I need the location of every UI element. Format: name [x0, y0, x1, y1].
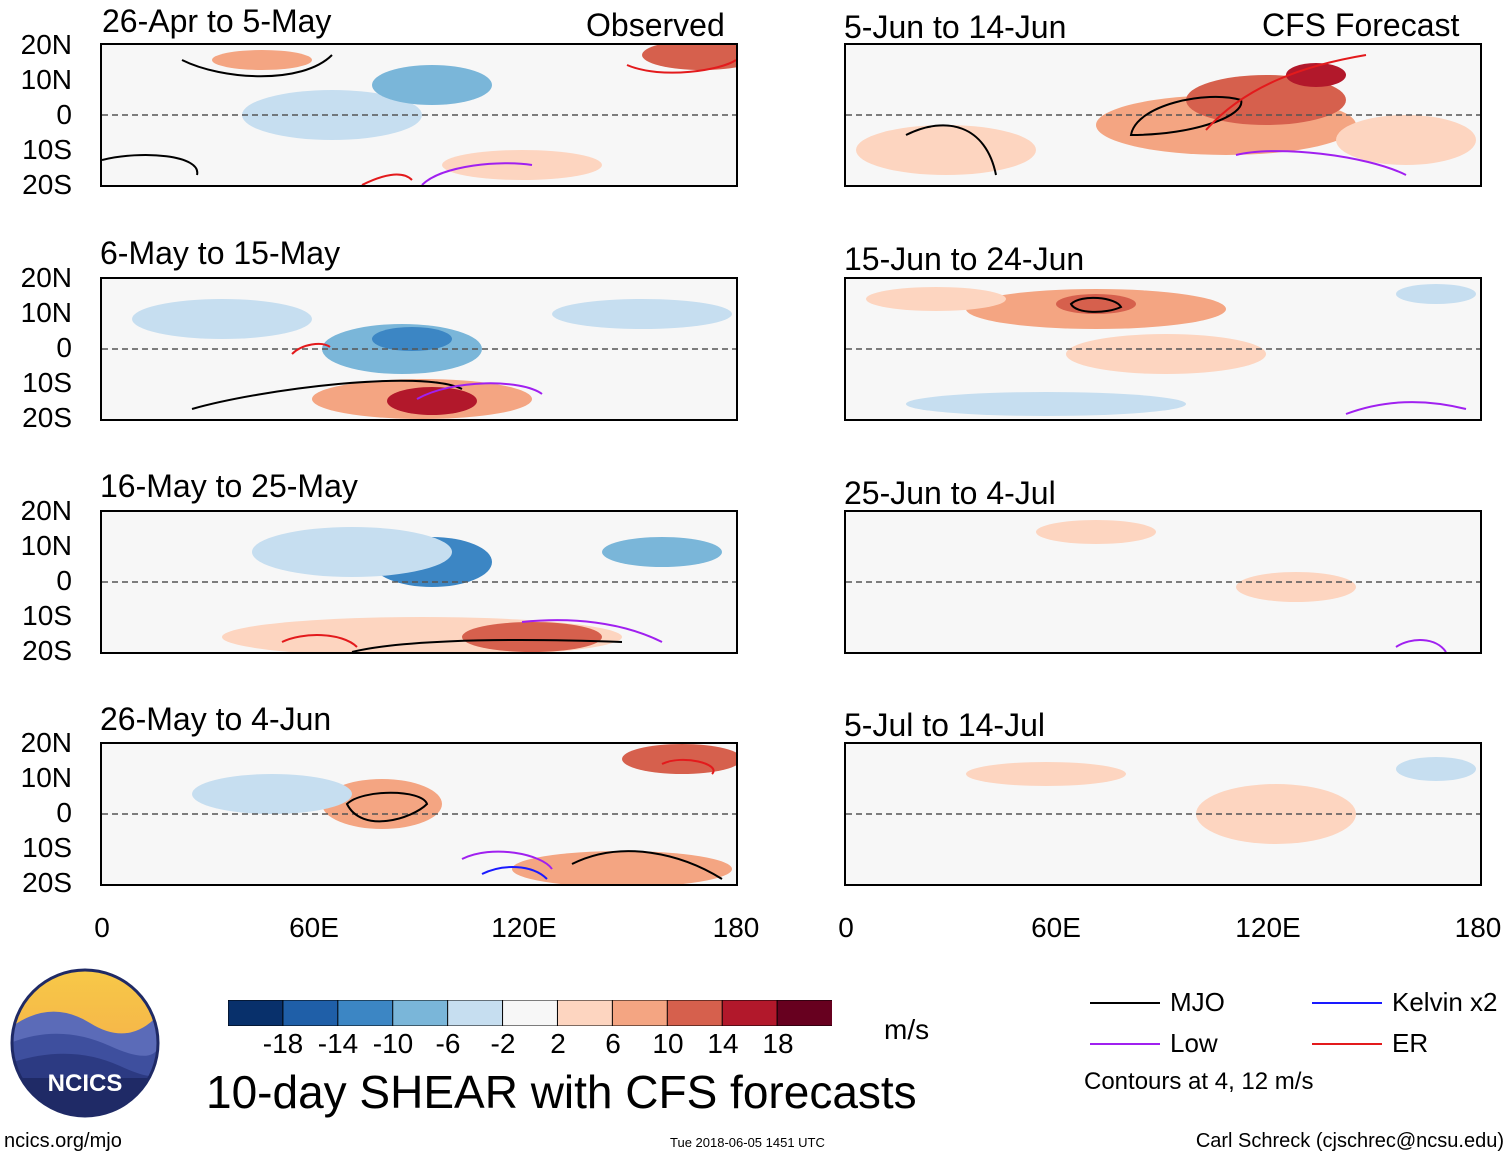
colorbar-segment — [282, 1000, 339, 1026]
colorbar-segment — [228, 1000, 284, 1026]
legend-swatch-mjo — [1090, 1002, 1160, 1004]
shear-field — [102, 744, 736, 884]
y-tick-label: 10S — [22, 134, 72, 165]
y-tick-label: 10S — [22, 600, 72, 631]
map-panel — [100, 742, 738, 886]
colorbar-tick-label: -18 — [262, 1028, 304, 1059]
shear-field — [102, 279, 736, 419]
legend-swatch-kelvin — [1312, 1002, 1382, 1004]
y-tick-label: 20S — [22, 867, 72, 898]
x-tick-label: 60E — [1031, 912, 1081, 943]
legend-label-mjo: MJO — [1170, 987, 1225, 1017]
y-tick-label: 0 — [56, 797, 72, 828]
colorbar-tick-label: -10 — [372, 1028, 414, 1059]
y-tick-label: 0 — [56, 565, 72, 596]
y-tick-label: 10N — [20, 762, 72, 793]
colorbar-tick-label: -2 — [490, 1028, 516, 1059]
x-tick-label: 180 — [712, 912, 760, 943]
panel-title: 25-Jun to 4-Jul — [844, 475, 1056, 511]
contours-note: Contours at 4, 12 m/s — [1084, 1068, 1314, 1095]
x-tick-label: 0 — [838, 912, 854, 943]
site-link[interactable]: ncics.org/mjo — [4, 1130, 122, 1152]
colorbar-segment — [392, 1000, 449, 1026]
panel-title: 16-May to 25-May — [100, 468, 358, 504]
colorbar-segment — [337, 1000, 394, 1026]
y-tick-label: 10N — [20, 297, 72, 328]
colorbar-segment — [666, 1000, 724, 1026]
y-tick-label: 10S — [22, 832, 72, 863]
shear-field — [846, 744, 1480, 884]
x-tick-label: 0 — [94, 912, 110, 943]
colorbar-tick-label: 2 — [550, 1028, 566, 1059]
author-credit: Carl Schreck (cjschrec@ncsu.edu) — [1195, 1130, 1504, 1152]
colorbar-segment — [556, 1000, 614, 1026]
panel-title: 5-Jul to 14-Jul — [844, 707, 1045, 743]
panel-title: 6-May to 15-May — [100, 235, 341, 271]
panel-title: 26-May to 4-Jun — [100, 701, 332, 737]
colorbar-units: m/s — [884, 1014, 930, 1045]
legend-swatch-low — [1090, 1043, 1160, 1045]
timestamp: Tue 2018-06-05 1451 UTC — [670, 1135, 825, 1150]
colorbar-segment — [611, 1000, 669, 1026]
map-panel — [844, 510, 1482, 654]
panel-title: 15-Jun to 24-Jun — [844, 241, 1085, 277]
colorbar-tick-label: 18 — [762, 1028, 794, 1059]
shear-field — [102, 512, 736, 652]
legend-swatch-er — [1312, 1043, 1382, 1045]
map-panel — [844, 43, 1482, 187]
observed-label: Observed — [586, 7, 725, 43]
shear-field — [102, 45, 736, 185]
y-tick-label: 10N — [20, 530, 72, 561]
colorbar-tick-label: 10 — [652, 1028, 684, 1059]
shear-field — [846, 512, 1480, 652]
map-panel — [844, 277, 1482, 421]
x-tick-label: 60E — [289, 912, 339, 943]
legend-label-low: Low — [1170, 1028, 1218, 1058]
logo-text: NCICS — [48, 1070, 123, 1097]
colorbar-segment — [447, 1000, 504, 1026]
colorbar-tick-label: -6 — [435, 1028, 461, 1059]
colorbar-segment — [721, 1000, 779, 1026]
map-panel — [100, 43, 738, 187]
panel-title: 26-Apr to 5-May — [102, 3, 332, 39]
colorbar-tick-label: -14 — [317, 1028, 359, 1059]
y-tick-label: 20S — [22, 402, 72, 433]
map-panel — [100, 510, 738, 654]
y-tick-label: 20N — [20, 495, 72, 526]
y-tick-label: 0 — [56, 99, 72, 130]
colorbar-segment — [776, 1000, 832, 1026]
x-tick-label: 120E — [491, 912, 557, 943]
shear-field — [846, 45, 1480, 185]
y-tick-label: 10S — [22, 367, 72, 398]
y-tick-label: 20S — [22, 635, 72, 666]
x-tick-label: 180 — [1454, 912, 1502, 943]
legend-label-kelvin: Kelvin x2 — [1392, 987, 1498, 1017]
panel-title: 5-Jun to 14-Jun — [844, 9, 1067, 45]
ncics-logo: NCICS — [10, 968, 160, 1118]
colorbar-tick-label: 6 — [605, 1028, 621, 1059]
y-tick-label: 20N — [20, 727, 72, 758]
forecast-label: CFS Forecast — [1262, 7, 1460, 43]
map-panel — [844, 742, 1482, 886]
y-tick-label: 20N — [20, 262, 72, 293]
legend-label-er: ER — [1392, 1028, 1429, 1058]
colorbar — [228, 1000, 832, 1026]
shear-field — [846, 279, 1480, 419]
colorbar-segment — [502, 1000, 559, 1026]
map-panel — [100, 277, 738, 421]
y-tick-label: 20S — [22, 169, 72, 200]
colorbar-tick-label: 14 — [707, 1028, 739, 1059]
y-tick-label: 20N — [20, 29, 72, 60]
chart-title: 10-day SHEAR with CFS forecasts — [206, 1066, 917, 1118]
y-tick-label: 10N — [20, 64, 72, 95]
x-tick-label: 120E — [1235, 912, 1301, 943]
y-tick-label: 0 — [56, 332, 72, 363]
